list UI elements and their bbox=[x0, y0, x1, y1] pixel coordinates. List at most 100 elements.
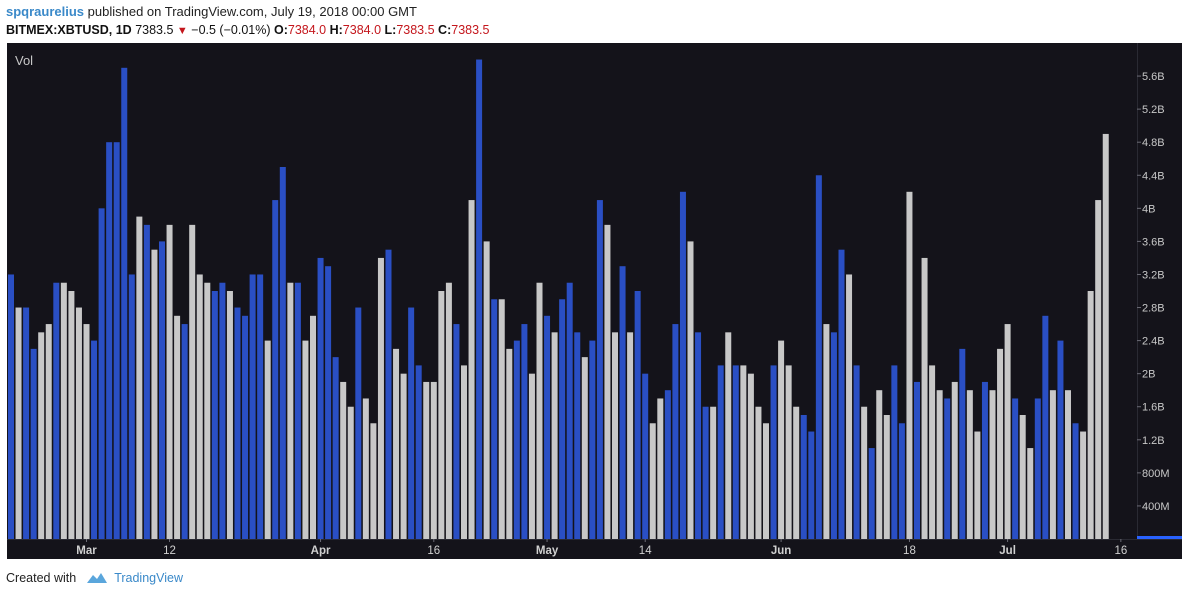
x-tick-label: Mar bbox=[76, 545, 97, 557]
volume-bar bbox=[483, 241, 490, 539]
volume-bar bbox=[219, 282, 226, 539]
volume-bar bbox=[951, 381, 958, 539]
volume-bar bbox=[98, 208, 105, 539]
volume-bar bbox=[83, 324, 90, 539]
volume-bar bbox=[45, 324, 52, 539]
y-tick-label: 1.2B bbox=[1142, 435, 1165, 447]
volume-bar bbox=[596, 200, 603, 539]
volume-bar bbox=[461, 365, 467, 539]
volume-bar bbox=[974, 431, 981, 539]
volume-bar bbox=[234, 307, 241, 539]
volume-bar bbox=[498, 299, 505, 539]
volume-bar bbox=[211, 291, 218, 539]
volume-bar bbox=[612, 332, 618, 539]
volume-bar bbox=[302, 340, 309, 539]
volume-bar bbox=[619, 266, 626, 539]
volume-chart[interactable]: 400M 800M 1.2B 1.6B 2B 2.4B 2.8B 3.2B 3.6B 4B 4.4B… bbox=[0, 42, 1188, 562]
volume-bar bbox=[1057, 340, 1064, 539]
footer: Created with TradingView bbox=[6, 568, 183, 588]
close-label: C: bbox=[438, 23, 452, 37]
volume-bar bbox=[242, 315, 249, 539]
volume-bar bbox=[1072, 423, 1079, 539]
volume-bar bbox=[944, 398, 951, 539]
volume-bar bbox=[249, 274, 256, 539]
volume-bar bbox=[226, 291, 233, 539]
y-tick-label: 4.4B bbox=[1142, 170, 1165, 182]
y-tick-label: 4.8B bbox=[1142, 137, 1165, 149]
volume-bar bbox=[491, 299, 498, 539]
x-tick-label: 14 bbox=[639, 545, 652, 557]
volume-bar bbox=[1027, 448, 1034, 539]
volume-bar bbox=[204, 282, 211, 539]
volume-bar bbox=[1080, 431, 1087, 539]
volume-bar bbox=[272, 200, 279, 539]
x-tick-label: 12 bbox=[163, 545, 176, 557]
volume-bar bbox=[717, 365, 724, 539]
volume-bar bbox=[317, 257, 324, 539]
volume-bar bbox=[732, 365, 739, 539]
volume-bar bbox=[136, 216, 143, 539]
volume-bar bbox=[914, 381, 920, 539]
volume-bar bbox=[1049, 390, 1056, 539]
volume-bar bbox=[574, 332, 581, 539]
volume-bar bbox=[695, 332, 702, 539]
volume-bar bbox=[75, 307, 82, 539]
volume-bar bbox=[989, 390, 996, 539]
volume-bar bbox=[53, 282, 60, 539]
volume-bar bbox=[279, 167, 286, 539]
volume-bar bbox=[408, 307, 415, 539]
volume-bar bbox=[15, 307, 22, 539]
volume-bar bbox=[997, 348, 1004, 539]
y-tick-label: 3.6B bbox=[1142, 236, 1165, 248]
volume-bar bbox=[830, 332, 837, 539]
volume-bar bbox=[377, 257, 384, 539]
volume-bar bbox=[521, 324, 528, 539]
volume-bar bbox=[38, 332, 45, 539]
tradingview-link[interactable]: TradingView bbox=[114, 571, 183, 585]
symbol-label[interactable]: BITMEX:XBTUSD, 1D bbox=[6, 23, 132, 37]
volume-bar bbox=[23, 307, 30, 539]
y-tick-label: 800M bbox=[1142, 468, 1170, 480]
price-axis[interactable] bbox=[1137, 43, 1182, 539]
volume-bar bbox=[800, 415, 807, 539]
volume-bar bbox=[189, 224, 196, 539]
close-value: 7383.5 bbox=[451, 23, 490, 37]
created-with-text: Created with bbox=[6, 571, 77, 585]
volume-bar bbox=[536, 282, 543, 539]
chart-title: Vol bbox=[15, 53, 33, 68]
x-tick-label: 16 bbox=[1114, 545, 1127, 557]
volume-bar bbox=[815, 175, 822, 539]
author-link[interactable]: spqraurelius bbox=[6, 4, 85, 19]
high-value: 7384.0 bbox=[342, 23, 382, 37]
tradingview-logo-icon[interactable] bbox=[86, 571, 108, 585]
volume-bar bbox=[362, 398, 369, 539]
volume-bar bbox=[325, 266, 332, 539]
volume-bar bbox=[1012, 398, 1019, 539]
volume-bar bbox=[838, 249, 845, 540]
high-label: H: bbox=[329, 23, 343, 37]
open-label: O: bbox=[273, 23, 288, 37]
volume-bar bbox=[755, 406, 762, 539]
volume-bar bbox=[687, 241, 694, 539]
volume-bar bbox=[1004, 324, 1011, 539]
x-tick-label: Jul bbox=[999, 545, 1016, 557]
volume-bar bbox=[1087, 291, 1094, 539]
time-axis[interactable] bbox=[7, 539, 1182, 559]
volume-bar bbox=[1065, 390, 1071, 539]
volume-bar bbox=[906, 191, 913, 540]
volume-bar bbox=[808, 431, 815, 539]
volume-bar bbox=[823, 324, 830, 539]
volume-bar bbox=[1034, 398, 1041, 539]
volume-bar bbox=[476, 59, 483, 539]
open-value: 7384.0 bbox=[287, 23, 327, 37]
volume-bar bbox=[453, 324, 460, 539]
volume-bar bbox=[415, 365, 422, 539]
y-tick-label: 4B bbox=[1142, 203, 1155, 215]
volume-bar bbox=[143, 224, 150, 539]
volume-bar bbox=[921, 257, 928, 539]
x-tick-label: Apr bbox=[311, 545, 331, 557]
volume-bar bbox=[929, 365, 936, 539]
volume-bar bbox=[166, 224, 173, 539]
y-tick-label: 2.4B bbox=[1142, 336, 1165, 348]
volume-bars bbox=[8, 59, 1109, 540]
